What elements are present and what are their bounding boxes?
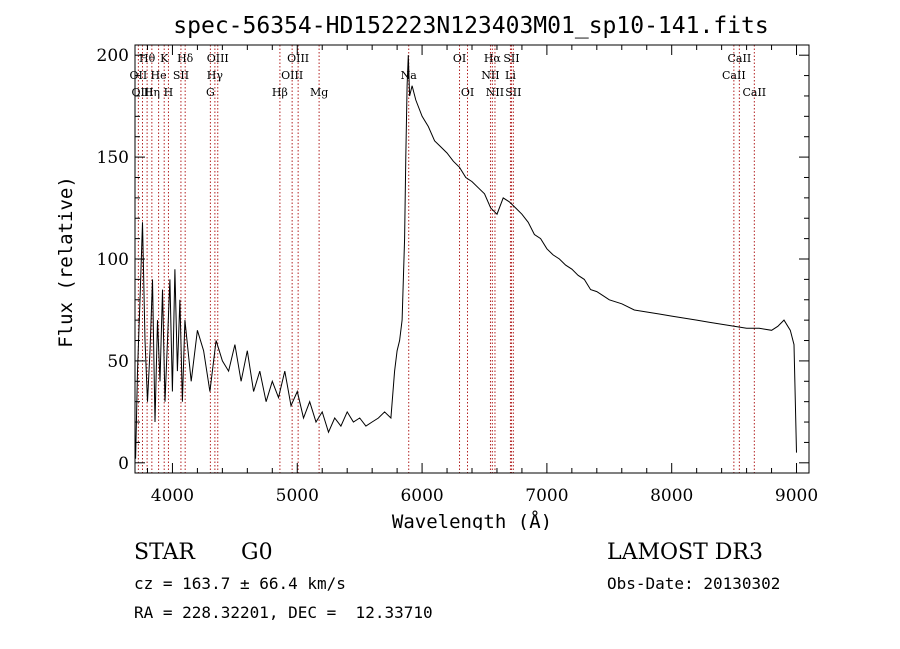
obs-date: Obs-Date: 20130302	[607, 574, 781, 593]
x-tick-label: 4000	[151, 486, 194, 506]
x-tick-label: 9000	[775, 486, 818, 506]
annotation-label: SII	[505, 86, 521, 99]
y-tick-label: 200	[97, 46, 129, 66]
annotation-label: Hβ	[272, 86, 288, 99]
annotation-label: NII	[481, 69, 499, 82]
annotation-label: He	[151, 69, 167, 82]
x-tick-label: 7000	[525, 486, 568, 506]
redshift-cz: cz = 163.7 ± 66.4 km/s	[134, 574, 346, 593]
spectrum-line	[135, 55, 797, 459]
annotation-label: Hγ	[207, 69, 224, 82]
annotation-label: SII	[503, 52, 519, 65]
annotation-label: Mg	[310, 86, 328, 99]
annotation-label: CaII	[722, 69, 746, 82]
annotation-label: Hη	[144, 86, 160, 99]
y-tick-label: 150	[97, 148, 129, 168]
ra-dec: RA = 228.32201, DEC = 12.33710	[134, 603, 433, 622]
plot-frame	[134, 44, 810, 474]
chart-title: spec-56354-HD152223N123403M01_sp10-141.f…	[173, 13, 768, 39]
y-tick-label: 0	[118, 454, 129, 474]
annotation-label: Hδ	[177, 52, 194, 65]
x-tick-label: 6000	[400, 486, 443, 506]
annotation-label: Na	[401, 69, 418, 82]
annotation-label: K	[160, 52, 169, 65]
annotation-label: OI	[453, 52, 466, 65]
annotation-label: CaII	[728, 52, 752, 65]
x-axis-label: Wavelength (Å)	[392, 510, 552, 530]
survey-name: LAMOST DR3	[607, 540, 763, 565]
object-class: STAR	[134, 540, 195, 565]
axis-ticks: 4000 5000 6000 7000 8000 9000 0 50 100 150 200	[97, 45, 818, 506]
annotation-label: OIII	[281, 69, 303, 82]
annotation-label: NII	[486, 86, 504, 99]
annotation-label: OII	[130, 69, 148, 82]
annotation-label: OIII	[287, 52, 309, 65]
x-tick-label: 5000	[276, 486, 319, 506]
annotation-label: G	[206, 86, 215, 99]
annotation-label: OIII	[131, 86, 153, 99]
spectrum-chart: spec-56354-HD152223N123403M01_sp10-141.f…	[55, 13, 818, 530]
annotation-label: CaII	[742, 86, 766, 99]
y-tick-label: 50	[107, 352, 129, 372]
annotation-label: Hθ	[139, 52, 156, 65]
spectrum-series	[135, 55, 797, 459]
annotation-label: H	[164, 86, 174, 99]
annotation-label: Hα	[484, 52, 502, 65]
y-axis-label: Flux (relative)	[55, 176, 77, 348]
object-subclass: G0	[241, 540, 273, 565]
annotation-labels: Hθ OII OIII He Hη K SII H Hδ OIII Hγ G Hβ OIII OIII Mg N…	[130, 52, 767, 99]
y-tick-label: 100	[97, 250, 129, 270]
x-tick-label: 8000	[650, 486, 693, 506]
annotation-label: SII	[173, 69, 189, 82]
annotation-label: OI	[461, 86, 474, 99]
annotation-label: OIII	[207, 52, 229, 65]
annotation-label: Li	[505, 69, 516, 82]
annotation-lines	[137, 45, 755, 473]
